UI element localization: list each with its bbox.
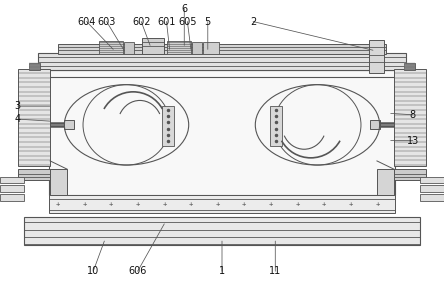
Bar (0, 194, 24, 201)
Text: +: + (269, 201, 273, 207)
Bar (370, 120, 380, 129)
Bar (270, 106, 282, 146)
Text: 2: 2 (250, 17, 256, 26)
Bar (162, 106, 174, 146)
Text: +: + (56, 201, 60, 207)
Bar (124, 42, 134, 54)
Bar (203, 42, 219, 54)
Text: +: + (322, 201, 326, 207)
Bar (394, 69, 426, 166)
Bar (38, 53, 406, 70)
Bar (49, 70, 395, 195)
Text: 604: 604 (77, 17, 96, 26)
Bar (394, 169, 426, 180)
Text: 1: 1 (219, 266, 225, 276)
Bar (420, 185, 444, 192)
Text: 602: 602 (132, 17, 151, 26)
Bar (18, 169, 50, 180)
Text: 605: 605 (178, 17, 197, 26)
Bar (0, 185, 24, 192)
Text: 606: 606 (128, 266, 147, 276)
Text: 11: 11 (269, 266, 281, 276)
Text: 4: 4 (15, 114, 21, 124)
Text: +: + (82, 201, 87, 207)
Bar (369, 40, 384, 73)
Bar (142, 38, 164, 54)
Text: +: + (375, 201, 380, 207)
Bar (18, 69, 50, 166)
Text: +: + (135, 201, 140, 207)
Bar (404, 63, 415, 70)
Text: 10: 10 (87, 266, 99, 276)
Text: +: + (215, 201, 220, 207)
Text: +: + (242, 201, 246, 207)
Bar (50, 169, 67, 195)
Text: +: + (295, 201, 300, 207)
Bar (58, 44, 386, 54)
Bar (0, 177, 24, 183)
Bar (377, 169, 394, 195)
Bar (192, 42, 202, 54)
Text: 13: 13 (407, 136, 419, 146)
Text: 603: 603 (97, 17, 116, 26)
Bar (420, 194, 444, 201)
Text: +: + (189, 201, 193, 207)
Text: 6: 6 (181, 4, 187, 13)
Text: +: + (162, 201, 166, 207)
Bar (24, 217, 420, 245)
Bar (99, 41, 123, 54)
Bar (166, 41, 191, 54)
Text: 601: 601 (157, 17, 176, 26)
Bar (49, 195, 395, 213)
Bar (29, 63, 40, 70)
Bar (420, 177, 444, 183)
Bar (64, 120, 74, 129)
Text: 8: 8 (410, 110, 416, 120)
Text: 5: 5 (205, 17, 211, 26)
Text: 3: 3 (15, 101, 21, 111)
Text: +: + (349, 201, 353, 207)
Text: +: + (109, 201, 113, 207)
